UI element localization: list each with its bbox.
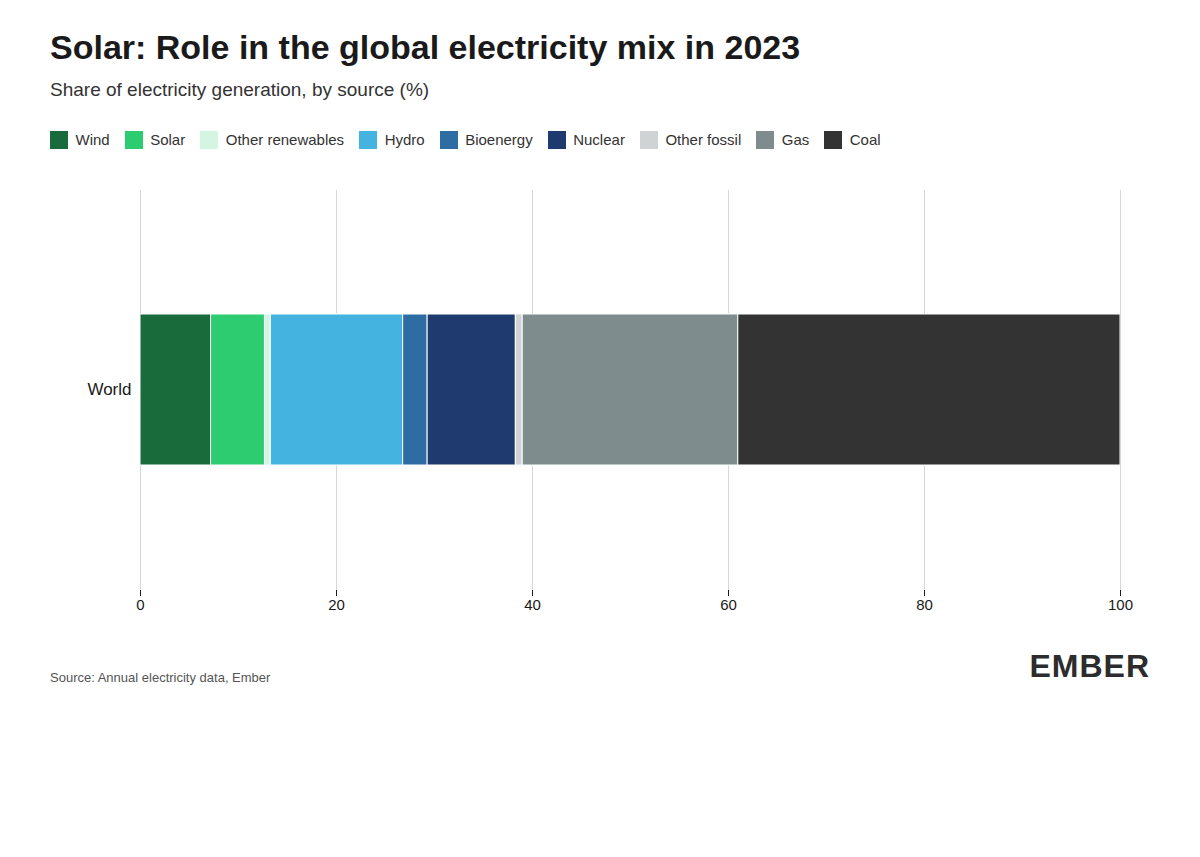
html-text:Solar: Solar [150, 131, 186, 148]
html-text:Coal: Coal [849, 131, 881, 148]
html-text:EMBER: EMBER [1029, 648, 1150, 684]
html-text:Solar: Role in the global elec: Solar: Role in the global electricity mi… [50, 28, 801, 66]
html-text:Source: Annual electricity dat: Source: Annual electricity data, Ember [50, 670, 271, 685]
svg-text:100: 100 [1108, 596, 1133, 613]
html-text:Gas: Gas [781, 131, 810, 148]
html-text:Nuclear: Nuclear [573, 131, 625, 148]
svg-text:80: 80 [916, 596, 933, 613]
html-text:Other fossil: Other fossil [665, 131, 742, 148]
html-text:Bioenergy: Bioenergy [465, 131, 533, 148]
svg-text:World: World [87, 380, 131, 399]
svg-text:20: 20 [328, 596, 345, 613]
svg-text:40: 40 [524, 596, 541, 613]
svg-text:0: 0 [136, 596, 144, 613]
html-text:Wind: Wind [75, 131, 110, 148]
html-text:Hydro: Hydro [384, 131, 425, 148]
html-text:Share of electricity generatio: Share of electricity generation, by sour… [50, 79, 430, 100]
html-text:Other renewables: Other renewables [225, 131, 345, 148]
svg-text:60: 60 [720, 596, 737, 613]
